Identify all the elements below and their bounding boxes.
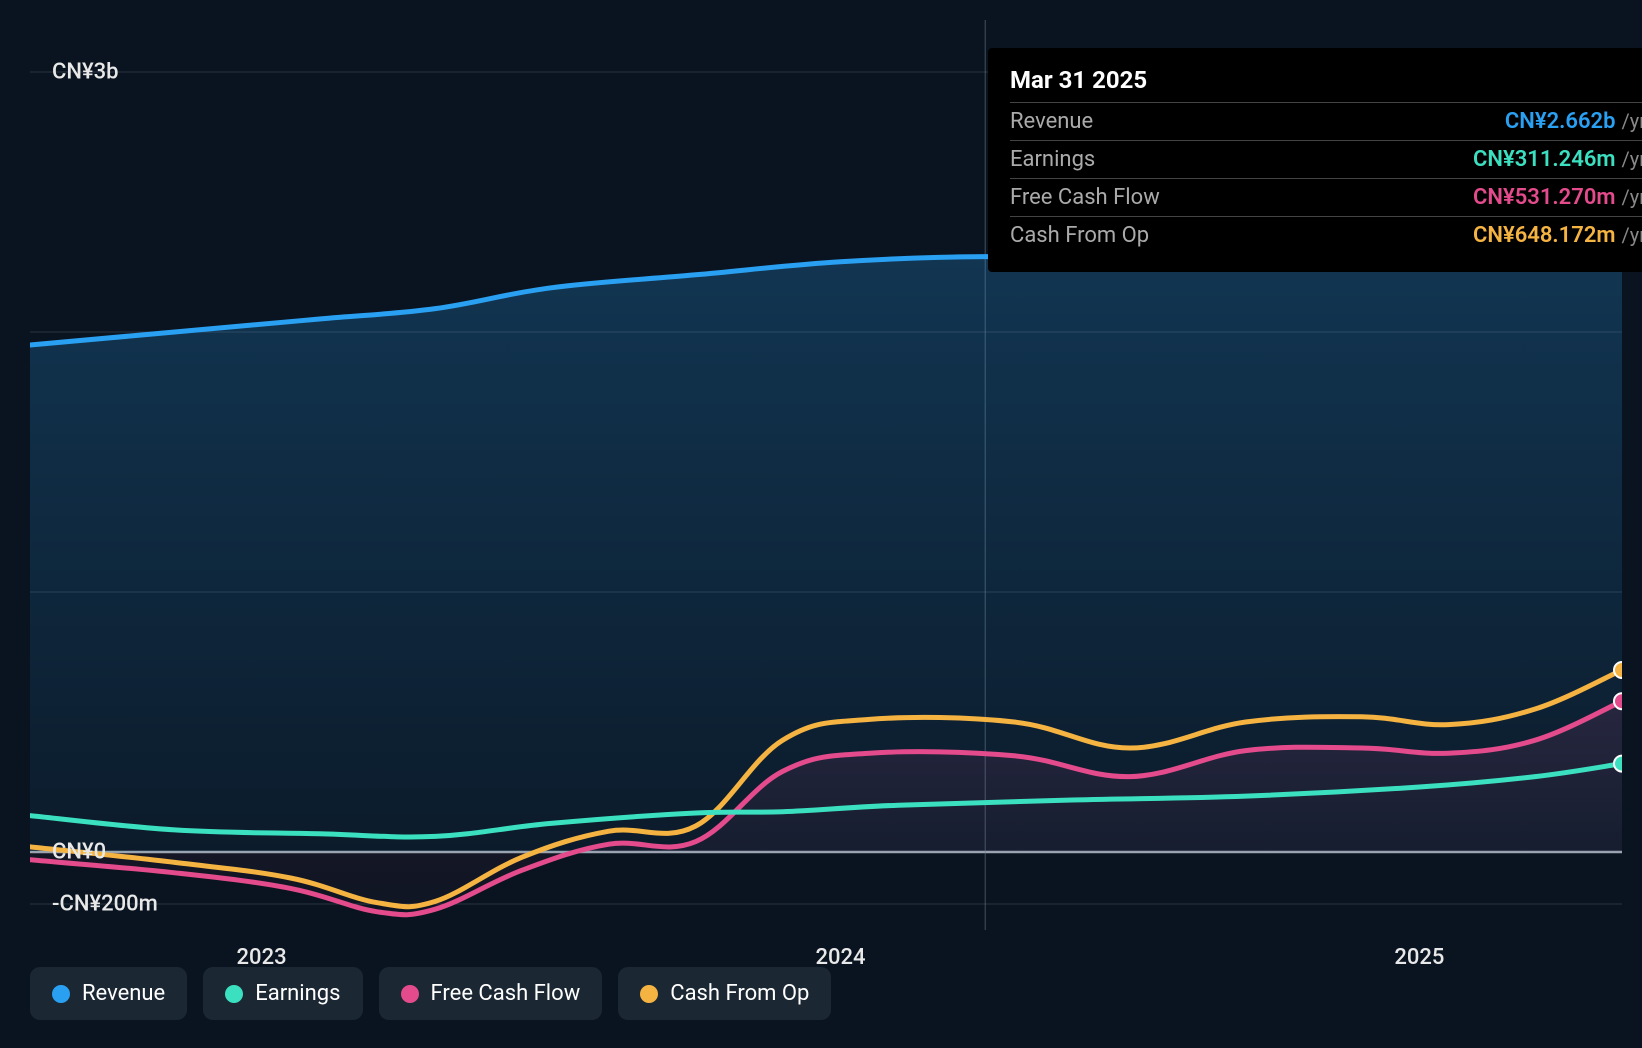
- yaxis-label-0: CN¥0: [52, 840, 106, 865]
- tooltip-row-cashop: Cash From Op CN¥648.172m /yr: [1010, 216, 1642, 254]
- tooltip-unit-cashop: /yr: [1622, 223, 1642, 247]
- chart-plot-area[interactable]: CN¥3b CN¥0 -CN¥200m 2023 2024 2025 Past …: [30, 20, 1622, 930]
- legend-item-revenue[interactable]: Revenue: [30, 967, 187, 1020]
- tooltip-label-earnings: Earnings: [1010, 147, 1095, 172]
- tooltip-row-fcf: Free Cash Flow CN¥531.270m /yr: [1010, 178, 1642, 216]
- tooltip-value-fcf: CN¥531.270m: [1473, 185, 1615, 210]
- legend-item-fcf[interactable]: Free Cash Flow: [379, 967, 603, 1020]
- tooltip-label-cashop: Cash From Op: [1010, 223, 1149, 248]
- tooltip-panel: Mar 31 2025 Revenue CN¥2.662b /yr Earnin…: [988, 48, 1642, 272]
- tooltip-unit-revenue: /yr: [1622, 109, 1642, 133]
- legend-label-earnings: Earnings: [255, 981, 340, 1006]
- legend-label-cashop: Cash From Op: [670, 981, 809, 1006]
- tooltip-row-revenue: Revenue CN¥2.662b /yr: [1010, 102, 1642, 140]
- tooltip-label-revenue: Revenue: [1010, 109, 1093, 134]
- tooltip-unit-fcf: /yr: [1622, 185, 1642, 209]
- tooltip-value-revenue: CN¥2.662b: [1505, 109, 1616, 134]
- tooltip-row-earnings: Earnings CN¥311.246m /yr: [1010, 140, 1642, 178]
- xaxis-label-2025: 2025: [1394, 945, 1444, 970]
- legend-label-revenue: Revenue: [82, 981, 165, 1006]
- legend-item-cashop[interactable]: Cash From Op: [618, 967, 831, 1020]
- tooltip-unit-earnings: /yr: [1622, 147, 1642, 171]
- legend: Revenue Earnings Free Cash Flow Cash Fro…: [30, 967, 831, 1020]
- yaxis-label-3b: CN¥3b: [52, 60, 119, 85]
- legend-dot-revenue: [52, 985, 70, 1003]
- legend-dot-earnings: [225, 985, 243, 1003]
- legend-dot-fcf: [401, 985, 419, 1003]
- legend-dot-cashop: [640, 985, 658, 1003]
- tooltip-label-fcf: Free Cash Flow: [1010, 185, 1160, 210]
- tooltip-value-cashop: CN¥648.172m: [1473, 223, 1615, 248]
- legend-item-earnings[interactable]: Earnings: [203, 967, 362, 1020]
- tooltip-value-earnings: CN¥311.246m: [1473, 147, 1615, 172]
- chart-container: CN¥3b CN¥0 -CN¥200m 2023 2024 2025 Past …: [0, 0, 1642, 1048]
- yaxis-label-neg200m: -CN¥200m: [52, 892, 158, 917]
- legend-label-fcf: Free Cash Flow: [431, 981, 581, 1006]
- tooltip-date: Mar 31 2025: [1010, 66, 1642, 94]
